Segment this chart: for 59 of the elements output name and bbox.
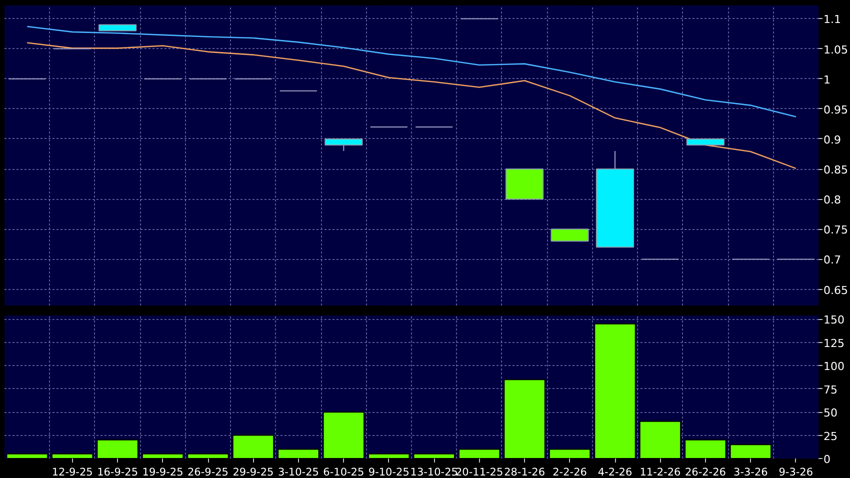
candlestick [686, 138, 724, 146]
x-tick-label: 6-10-25 [323, 466, 364, 478]
y-tick-label: 0.9 [824, 133, 841, 146]
candlestick [324, 138, 363, 152]
y-tick-label: 1.1 [824, 13, 841, 26]
x-tick-label: 26-2-26 [684, 466, 726, 478]
x-tick-label: 9-3-26 [778, 466, 814, 478]
x-tick-label: 3-3-26 [734, 466, 768, 478]
x-tick-label: 13-10-25 [410, 466, 458, 478]
bar [413, 453, 455, 458]
y-tick-label: 0 [824, 453, 830, 466]
bar [594, 323, 636, 458]
bar [6, 453, 48, 458]
bar [142, 453, 184, 458]
y-tick-label: 0.7 [824, 254, 841, 267]
bar [639, 420, 682, 458]
candlestick [506, 168, 544, 200]
y-tick-label: 125 [824, 336, 844, 350]
x-tick-label: 28-1-26 [504, 466, 546, 478]
bar [51, 453, 94, 458]
bar [504, 379, 546, 458]
bar [730, 444, 772, 458]
x-tick-label: 12-9-25 [52, 466, 93, 478]
y-tick-label: 50 [824, 406, 838, 420]
y-tick-label: 1 [824, 73, 830, 86]
bar [232, 434, 274, 458]
line-series [26, 26, 797, 118]
bar [684, 439, 726, 458]
line-series [26, 42, 797, 170]
x-tick-label: 9-10-25 [368, 466, 410, 478]
x-tick-label: 29-9-25 [232, 466, 274, 478]
y-tick-label: 0.85 [824, 164, 848, 177]
bar [368, 453, 410, 458]
bar [187, 453, 229, 458]
bar [548, 448, 591, 458]
x-tick-label: 2-2-26 [552, 466, 588, 478]
x-tick-label: 3-10-25 [278, 466, 319, 478]
y-tick-label: 0.75 [824, 224, 848, 237]
y-tick-label: 150 [824, 314, 844, 327]
y-tick-label: 100 [824, 360, 844, 374]
x-tick-label: 16-9-25 [97, 466, 138, 478]
y-tick-label: 0.8 [824, 194, 841, 207]
bar [458, 448, 500, 458]
x-tick-label: 4-2-26 [598, 466, 632, 478]
x-tick-label: 19-9-25 [142, 466, 184, 478]
x-tick-label: 11-2-26 [640, 466, 682, 478]
y-tick-label: 1.05 [824, 43, 848, 56]
bar [96, 439, 138, 458]
y-tick-label: 0.65 [824, 284, 848, 297]
y-tick-label: 75 [824, 383, 838, 396]
x-tick-label: 26-9-25 [188, 466, 228, 478]
candlestick [550, 228, 589, 242]
y-tick-label: 25 [824, 430, 838, 443]
candlestick [596, 150, 634, 248]
x-tick-label: 20-11-25 [456, 466, 504, 478]
candlestick [98, 24, 137, 32]
bar [278, 448, 320, 458]
y-tick-label: 0.95 [824, 103, 848, 116]
bar [322, 412, 365, 458]
